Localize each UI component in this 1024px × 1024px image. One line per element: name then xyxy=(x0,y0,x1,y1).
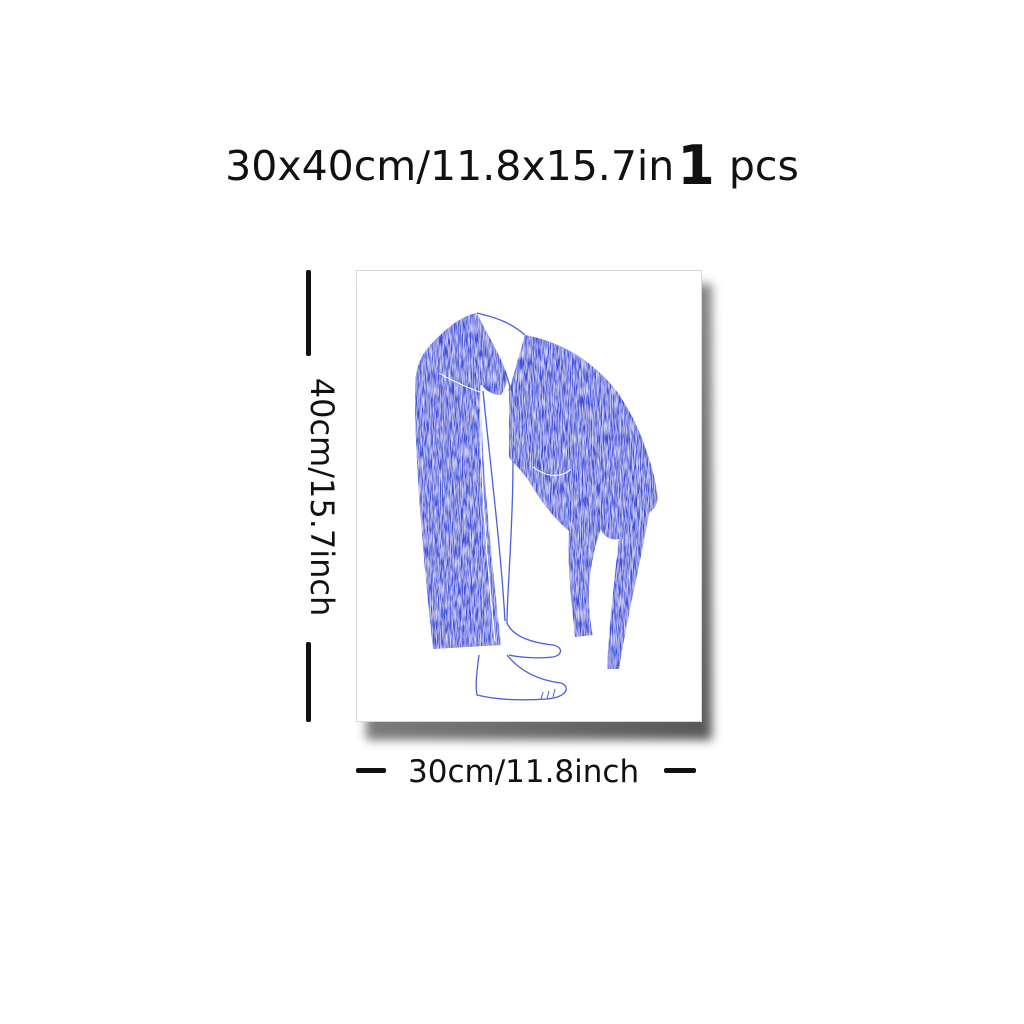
right-garment xyxy=(509,335,658,669)
quantity-unit: pcs xyxy=(728,142,799,190)
torso-outline xyxy=(504,370,511,392)
product-size-title: 30x40cm/11.8x15.7in1 pcs xyxy=(0,138,1024,194)
canvas-print xyxy=(356,270,712,740)
quantity-number: 1 xyxy=(677,134,715,197)
width-label: 30cm/11.8inch xyxy=(408,754,640,790)
back-outline xyxy=(476,312,526,336)
left-garment xyxy=(415,313,508,649)
right-leg-outline xyxy=(506,460,514,624)
front-foot xyxy=(475,654,567,701)
width-bar-left xyxy=(356,768,386,773)
rear-foot xyxy=(506,622,562,659)
arm-crease-line xyxy=(438,372,490,396)
height-bar-bottom xyxy=(306,642,311,722)
toe-lines xyxy=(540,688,556,700)
left-leg-outline xyxy=(482,390,506,622)
height-bar-top xyxy=(306,270,311,356)
canvas-surface xyxy=(356,270,702,722)
size-text: 30x40cm/11.8x15.7in xyxy=(225,142,675,190)
figure-illustration xyxy=(415,312,658,701)
height-label: 40cm/15.7inch xyxy=(303,377,341,617)
hem-line xyxy=(532,466,572,476)
garment-fold-line xyxy=(480,384,496,642)
width-bar-right xyxy=(664,768,696,773)
